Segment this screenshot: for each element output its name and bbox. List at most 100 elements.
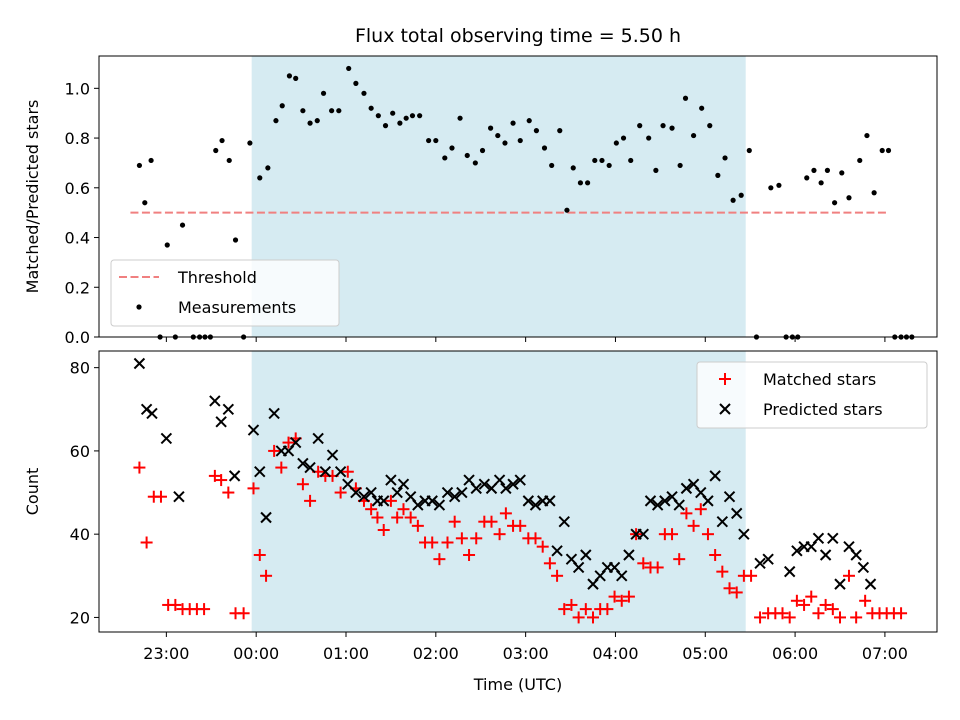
matched-star-point <box>783 611 796 624</box>
predicted-star-point <box>834 578 846 590</box>
predicted-star-point <box>297 457 309 470</box>
matched-star-point <box>776 607 789 620</box>
legend-measurements-swatch <box>136 304 142 310</box>
predicted-star-point <box>529 499 542 511</box>
predicted-star-point <box>709 470 721 482</box>
predicted-star-point <box>289 436 302 449</box>
matched-star-point <box>723 582 736 595</box>
predicted-star-point <box>456 486 468 499</box>
legend-matched-label: Matched stars <box>763 370 876 389</box>
measurement-point <box>464 152 470 159</box>
measurement-point <box>885 147 892 154</box>
predicted-star-point <box>319 466 332 478</box>
measurement-point <box>314 118 320 124</box>
measurement-point <box>592 157 598 164</box>
matched-star-point <box>842 569 855 582</box>
matched-star-point <box>651 561 664 574</box>
measurement-point <box>320 90 327 96</box>
measurement-point <box>690 132 697 139</box>
matched-star-point <box>859 594 872 607</box>
measurement-point <box>677 162 683 169</box>
predicted-star-point <box>616 570 628 582</box>
predicted-star-point <box>673 499 685 511</box>
predicted-star-point <box>247 424 260 436</box>
predicted-star-point <box>365 486 377 499</box>
measurement-point <box>247 140 253 146</box>
predicted-star-point <box>260 511 272 524</box>
measurement-point <box>585 180 591 186</box>
measurement-point <box>293 75 299 81</box>
measurement-point <box>409 113 416 119</box>
measurement-point <box>517 137 523 144</box>
measurement-point <box>699 105 705 111</box>
matched-star-point <box>260 569 273 582</box>
predicted-star-point <box>448 490 461 503</box>
measurement-point <box>730 197 736 203</box>
measurement-point <box>715 172 721 178</box>
measurement-point <box>279 103 285 109</box>
measurement-point <box>660 123 666 129</box>
legend-predicted-label: Predicted stars <box>763 400 883 419</box>
measurement-point <box>449 145 455 151</box>
predicted-star-point <box>215 416 227 428</box>
measurement-point <box>557 128 563 134</box>
ratio-legend: Threshold Measurements <box>110 259 340 327</box>
matched-star-point <box>673 553 686 566</box>
x-tick-label: 04:00 <box>592 644 638 663</box>
measurement-point <box>382 123 389 129</box>
predicted-star-point <box>397 478 410 490</box>
ratio-y-tick-label: 0.2 <box>65 278 90 297</box>
measurement-point <box>620 135 627 141</box>
measurement-point <box>818 180 824 186</box>
matched-star-point <box>850 611 863 624</box>
predicted-star-point <box>783 565 796 578</box>
predicted-star-point <box>791 545 803 557</box>
matched-star-point <box>493 528 506 541</box>
matched-star-point <box>790 594 803 607</box>
measurement-point <box>746 147 752 154</box>
x-tick-label: 01:00 <box>323 644 369 663</box>
matched-star-point <box>701 528 714 541</box>
measurement-point <box>307 120 313 126</box>
measurement-point <box>457 115 463 121</box>
measurement-point <box>148 157 154 164</box>
predicted-star-point <box>651 499 664 511</box>
predicted-star-point <box>222 403 235 415</box>
matched-star-point <box>341 465 354 478</box>
ratio-y-axis-label: Matched/Predicted stars <box>23 100 42 294</box>
measurement-point <box>526 118 532 124</box>
measurement-point <box>286 73 293 79</box>
predicted-star-point <box>228 470 241 482</box>
matched-star-point <box>572 611 585 624</box>
measurement-point <box>839 170 845 176</box>
predicted-star-point <box>558 515 570 528</box>
measurement-point <box>564 207 570 213</box>
matched-star-point <box>601 603 614 616</box>
predicted-star-point <box>441 486 454 499</box>
predicted-star-point <box>326 449 339 461</box>
legend-measurements-label: Measurements <box>178 298 296 317</box>
measurement-point <box>738 192 744 198</box>
matched-star-point <box>833 611 846 624</box>
measurement-point <box>606 162 612 169</box>
matched-star-point <box>529 532 542 545</box>
measurement-point <box>403 115 409 121</box>
matched-star-point <box>448 515 461 528</box>
measurement-point <box>613 140 619 146</box>
matched-star-point <box>558 603 571 616</box>
matched-star-point <box>463 548 476 561</box>
matched-star-point <box>304 494 317 507</box>
x-tick-label: 00:00 <box>233 644 279 663</box>
matched-star-point <box>222 486 235 499</box>
count-y-tick-label: 60 <box>70 442 90 461</box>
matched-star-point <box>485 515 498 528</box>
matched-star-point <box>433 553 446 566</box>
matched-star-point <box>730 586 743 599</box>
predicted-star-point <box>723 490 736 503</box>
predicted-star-point <box>334 466 347 478</box>
predicted-star-point <box>133 357 146 370</box>
predicted-star-point <box>493 474 506 486</box>
predicted-star-point <box>762 553 774 565</box>
x-tick-label: 06:00 <box>772 644 818 663</box>
